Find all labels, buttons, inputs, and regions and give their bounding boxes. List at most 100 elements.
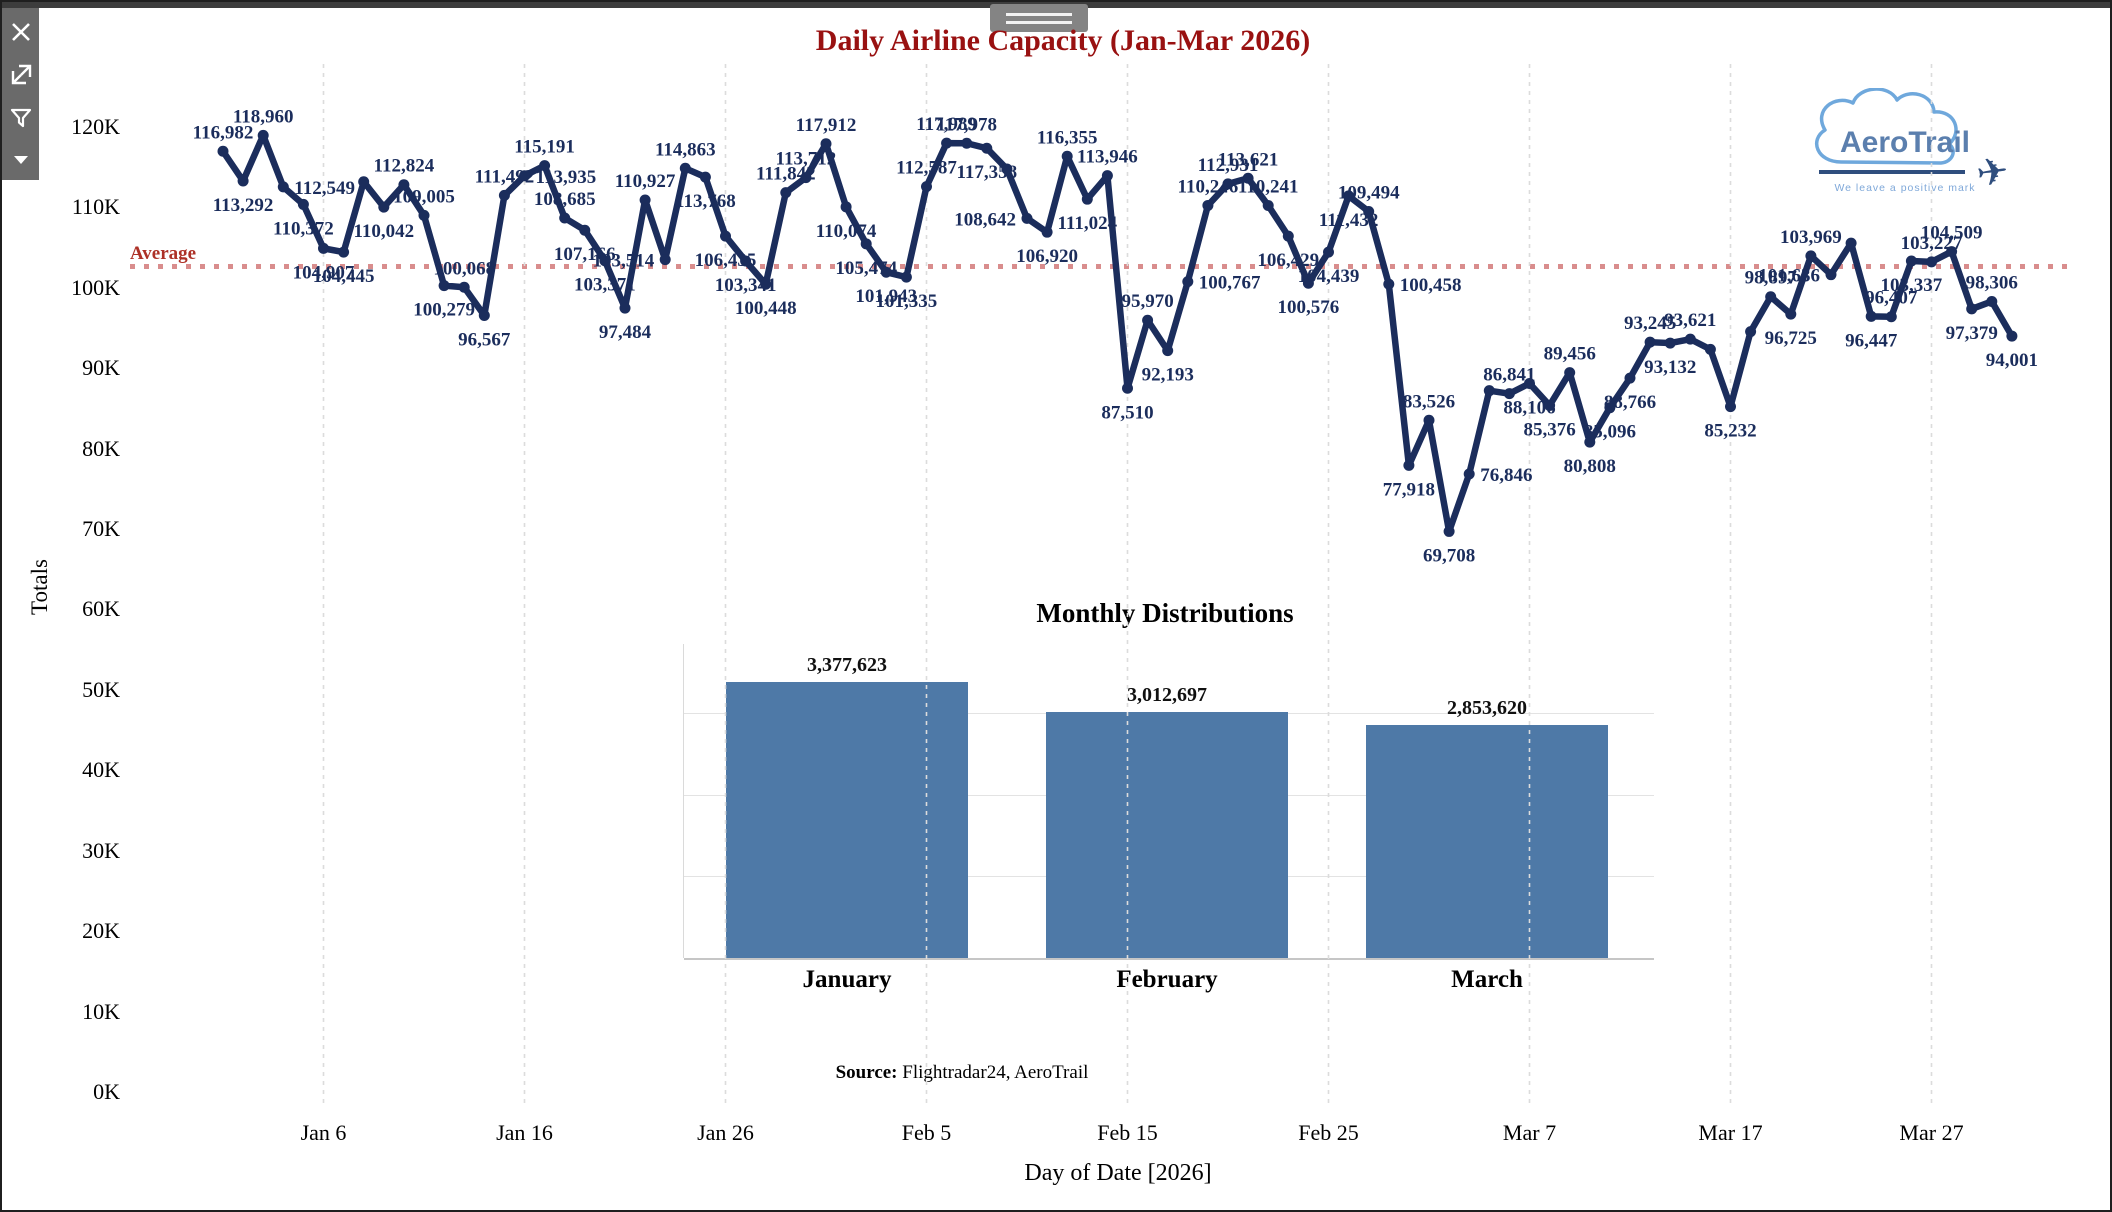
data-point[interactable] — [237, 175, 249, 187]
data-point[interactable] — [981, 142, 993, 154]
data-point[interactable] — [1604, 402, 1616, 414]
data-point[interactable] — [579, 224, 591, 236]
data-point[interactable] — [358, 176, 370, 188]
bar-january[interactable] — [726, 682, 968, 958]
data-point[interactable] — [418, 209, 430, 221]
bar-march[interactable] — [1366, 725, 1608, 958]
data-point[interactable] — [1262, 199, 1274, 211]
data-point[interactable] — [1564, 367, 1576, 379]
data-point[interactable] — [1865, 310, 1877, 322]
data-point[interactable] — [1363, 205, 1375, 217]
data-point[interactable] — [1926, 256, 1937, 268]
data-point[interactable] — [1323, 246, 1334, 258]
data-point[interactable] — [257, 129, 269, 141]
data-point[interactable] — [1986, 295, 1998, 307]
open-external-button[interactable] — [2, 56, 39, 92]
data-point[interactable] — [1684, 333, 1696, 345]
data-point[interactable] — [1905, 255, 1917, 267]
data-point[interactable] — [1463, 468, 1475, 480]
data-point[interactable] — [1584, 436, 1596, 448]
data-point[interactable] — [840, 201, 852, 213]
data-point[interactable] — [921, 181, 932, 193]
data-point[interactable] — [1725, 401, 1736, 413]
data-point[interactable] — [458, 281, 470, 293]
data-point[interactable] — [498, 189, 510, 201]
data-point-label: 108,685 — [534, 189, 596, 210]
data-point[interactable] — [1343, 190, 1355, 202]
data-point[interactable] — [1664, 337, 1676, 349]
data-point[interactable] — [699, 171, 711, 183]
data-point[interactable] — [1624, 372, 1636, 384]
data-point[interactable] — [1021, 212, 1033, 224]
data-point[interactable] — [478, 309, 490, 321]
data-point[interactable] — [1403, 459, 1415, 471]
data-point[interactable] — [1483, 385, 1495, 397]
data-point[interactable] — [297, 198, 309, 210]
data-point[interactable] — [659, 254, 671, 266]
data-point[interactable] — [1001, 163, 1013, 175]
data-point[interactable] — [800, 172, 812, 184]
data-point[interactable] — [438, 280, 450, 292]
data-point[interactable] — [1885, 311, 1897, 323]
filter-button[interactable] — [2, 100, 39, 136]
data-point[interactable] — [619, 302, 631, 314]
data-point[interactable] — [1142, 314, 1154, 326]
data-point[interactable] — [760, 278, 772, 290]
data-point[interactable] — [1946, 246, 1958, 258]
data-point[interactable] — [1503, 388, 1515, 400]
data-point[interactable] — [1423, 414, 1435, 426]
data-point[interactable] — [1081, 193, 1093, 205]
data-point[interactable] — [1544, 399, 1556, 411]
data-point[interactable] — [277, 181, 289, 193]
data-point[interactable] — [1644, 336, 1656, 348]
close-button[interactable] — [2, 14, 39, 50]
data-point[interactable] — [1785, 308, 1797, 320]
drag-handle[interactable] — [990, 4, 1088, 32]
data-point[interactable] — [1122, 382, 1133, 394]
data-point[interactable] — [780, 187, 792, 199]
data-point[interactable] — [539, 160, 551, 172]
data-point[interactable] — [961, 137, 973, 149]
data-point[interactable] — [2006, 330, 2018, 342]
data-point[interactable] — [900, 271, 912, 283]
data-point[interactable] — [1704, 343, 1716, 355]
data-point[interactable] — [1443, 525, 1455, 537]
data-point[interactable] — [740, 255, 752, 267]
data-point[interactable] — [559, 212, 571, 224]
data-point[interactable] — [1222, 178, 1234, 190]
data-point-label: 86,841 — [1483, 365, 1535, 386]
collapse-toolbar-button[interactable] — [2, 142, 39, 178]
data-point[interactable] — [519, 170, 530, 182]
data-point[interactable] — [599, 255, 611, 267]
data-point[interactable] — [679, 162, 691, 174]
data-point[interactable] — [1524, 377, 1535, 389]
data-point[interactable] — [1302, 277, 1314, 289]
data-point[interactable] — [720, 230, 731, 242]
data-point[interactable] — [1061, 150, 1073, 162]
data-point[interactable] — [1383, 278, 1395, 290]
data-point[interactable] — [880, 266, 892, 278]
data-point[interactable] — [217, 145, 229, 157]
data-point[interactable] — [1966, 303, 1978, 315]
data-point[interactable] — [860, 238, 872, 250]
data-point[interactable] — [1101, 170, 1113, 182]
data-point[interactable] — [1825, 269, 1837, 281]
data-point[interactable] — [1845, 237, 1857, 249]
data-point[interactable] — [1162, 345, 1174, 357]
data-point[interactable] — [378, 201, 390, 213]
data-point[interactable] — [398, 179, 410, 191]
data-point[interactable] — [1202, 199, 1214, 211]
data-point[interactable] — [639, 194, 651, 206]
data-point[interactable] — [1805, 250, 1817, 262]
data-point[interactable] — [1745, 326, 1757, 338]
data-point[interactable] — [318, 242, 329, 254]
data-point[interactable] — [338, 246, 350, 258]
data-point[interactable] — [1182, 276, 1194, 288]
data-point[interactable] — [941, 137, 953, 149]
data-point[interactable] — [820, 138, 832, 150]
data-point[interactable] — [1282, 230, 1294, 242]
data-point[interactable] — [1041, 226, 1053, 238]
data-point[interactable] — [1242, 172, 1254, 184]
data-point[interactable] — [1765, 291, 1777, 303]
bar-february[interactable] — [1046, 712, 1288, 958]
